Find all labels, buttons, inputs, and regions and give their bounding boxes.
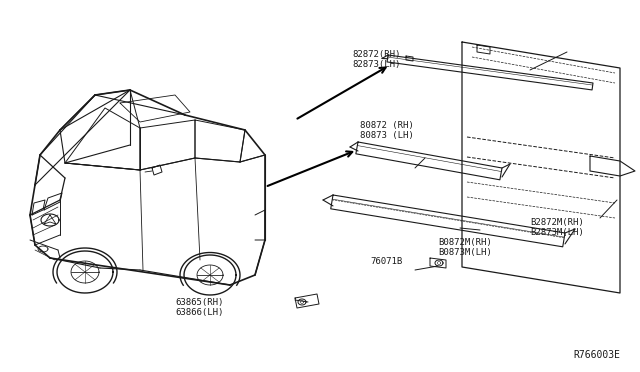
Text: B0872M(RH)
B0873M(LH): B0872M(RH) B0873M(LH) <box>438 238 492 257</box>
Text: 82872(RH)
82873(LH): 82872(RH) 82873(LH) <box>352 50 401 70</box>
Text: 63865(RH)
63866(LH): 63865(RH) 63866(LH) <box>175 298 223 317</box>
Text: B2872M(RH)
B2873M(LH): B2872M(RH) B2873M(LH) <box>530 218 584 237</box>
Text: 80872 (RH)
80873 (LH): 80872 (RH) 80873 (LH) <box>360 121 413 140</box>
Text: R766003E: R766003E <box>573 350 620 360</box>
Text: 76071B: 76071B <box>370 257 403 266</box>
